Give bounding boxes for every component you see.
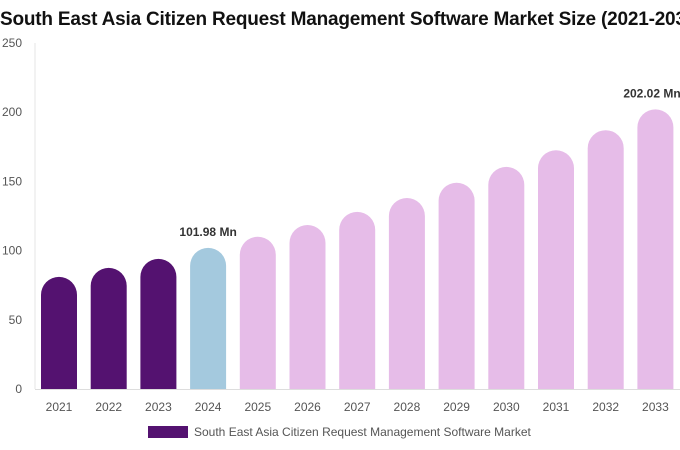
bar-2022	[90, 267, 127, 389]
chart-title: South East Asia Citizen Request Manageme…	[0, 9, 680, 30]
x-tick-label: 2028	[394, 400, 421, 414]
x-tick-label: 2024	[195, 400, 222, 414]
data-label-2024: 101.98 Mn	[179, 225, 236, 239]
bar-2026	[289, 224, 326, 389]
legend: South East Asia Citizen Request Manageme…	[148, 425, 531, 439]
bar-2029	[438, 182, 475, 389]
bar-2023	[140, 258, 177, 389]
bar-2024	[190, 247, 227, 389]
x-tick-label: 2022	[95, 400, 122, 414]
bar-2033	[637, 109, 674, 389]
x-tick-label: 2031	[543, 400, 570, 414]
y-tick-label: 0	[15, 382, 22, 396]
bar-2027	[339, 211, 376, 389]
bar-2032	[587, 130, 624, 389]
x-tick-label: 2026	[294, 400, 321, 414]
y-tick-label: 200	[2, 105, 22, 119]
bar-2030	[488, 166, 525, 389]
bar-2025	[239, 236, 276, 389]
y-tick-label: 150	[2, 174, 22, 188]
x-tick-label: 2023	[145, 400, 172, 414]
legend-swatch	[148, 426, 188, 438]
x-tick-label: 2021	[46, 400, 73, 414]
x-tick-label: 2029	[443, 400, 470, 414]
data-label-2033: 202.02 Mn	[623, 86, 680, 100]
x-tick-label: 2025	[244, 400, 271, 414]
bar-2031	[538, 150, 574, 389]
x-tick-label: 2033	[642, 400, 669, 414]
y-tick-label: 50	[9, 313, 23, 327]
x-tick-label: 2030	[493, 400, 520, 414]
y-tick-label: 100	[2, 244, 22, 258]
legend-label: South East Asia Citizen Request Manageme…	[194, 425, 531, 439]
y-tick-label: 250	[2, 36, 22, 50]
x-tick-label: 2032	[592, 400, 619, 414]
bar-2021	[41, 276, 77, 389]
bar-2028	[388, 198, 425, 389]
x-tick-label: 2027	[344, 400, 371, 414]
